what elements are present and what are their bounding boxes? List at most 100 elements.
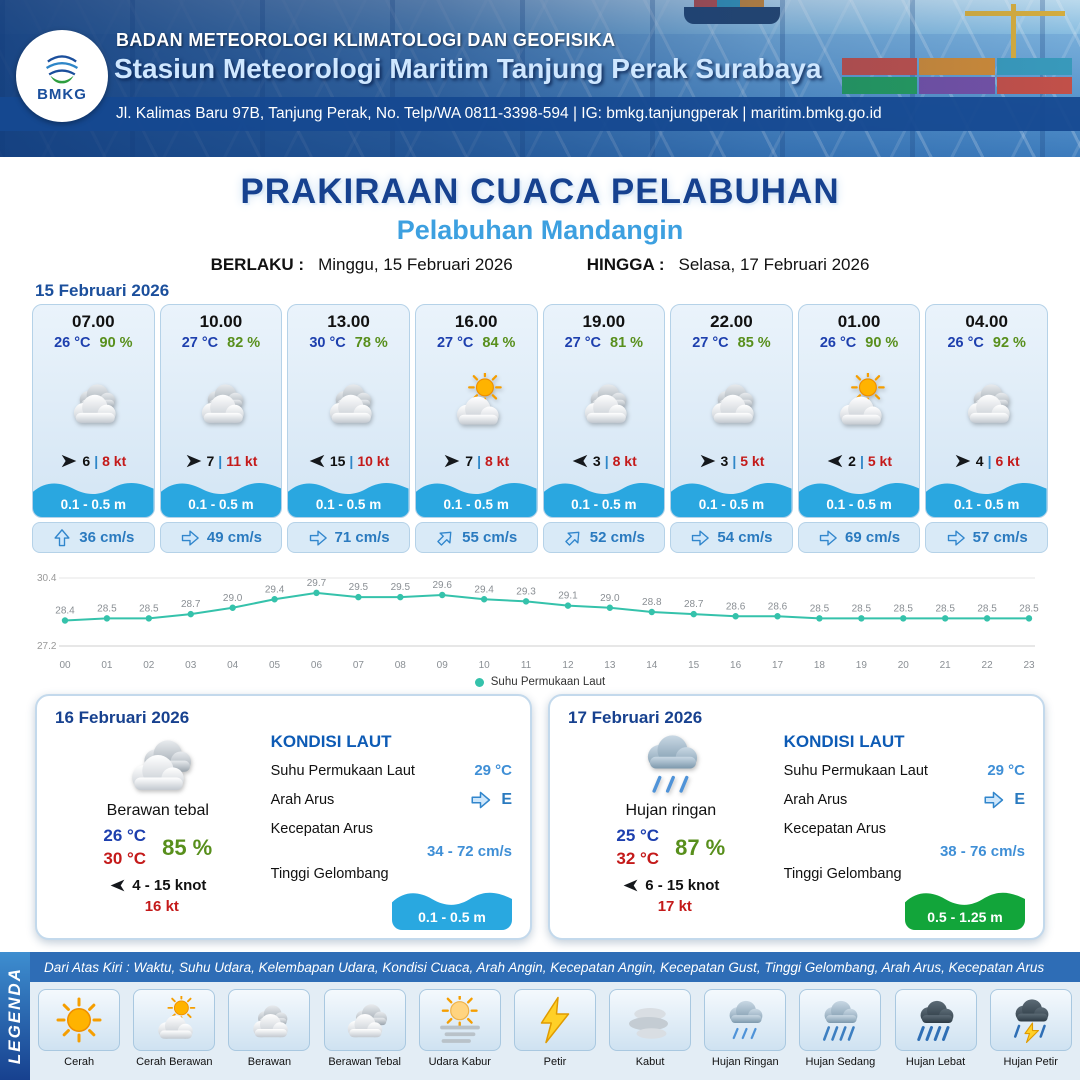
svg-text:11: 11 xyxy=(521,660,532,671)
svg-text:28.5: 28.5 xyxy=(97,603,117,614)
svg-text:29.4: 29.4 xyxy=(265,584,285,595)
sea-row-sst: Suhu Permukaan Laut 29 °C xyxy=(784,762,1025,779)
wind-range: 4 - 15 knot xyxy=(132,877,207,894)
hourly-temperature: 27 °C xyxy=(181,335,219,351)
current-speed: 55 cm/s xyxy=(462,529,518,546)
current-strip: 57 cm/s xyxy=(925,522,1048,553)
wind-speed: 2 xyxy=(848,453,856,469)
weather-icon xyxy=(671,351,792,452)
chart-legend-label: Suhu Permukaan Laut xyxy=(490,676,606,688)
wave-height: 0.1 - 0.5 m xyxy=(826,497,892,512)
wave-height-band: 0.1 - 0.5 m xyxy=(926,475,1047,517)
hourly-time: 01.00 xyxy=(837,312,881,331)
wind-gust-separator: | xyxy=(349,453,354,469)
svg-text:28.7: 28.7 xyxy=(181,599,201,610)
wind-direction-icon xyxy=(109,877,126,894)
daily-body: Berawan tebal 26 °C 30 °C 85 % 4 - 15 kn… xyxy=(55,728,512,936)
current-direction-value: E xyxy=(1014,791,1025,808)
daily-forecast-card: 17 Februari 2026 Hujan ringan 25 °C 32 °… xyxy=(548,694,1045,940)
moderate-rain-icon xyxy=(799,989,882,1051)
sea-surface-temperature-chart: 27.2 30.4 28.4 00 28.5 01 28.5 02 28.7 03 29.0 04 29… xyxy=(37,573,1039,671)
wave-height: 0.1 - 0.5 m xyxy=(315,497,382,512)
weather-condition: Hujan ringan xyxy=(625,802,717,819)
svg-text:29.1: 29.1 xyxy=(558,591,578,602)
hourly-wind-row: 3 | 5 kt xyxy=(699,452,764,470)
hourly-time: 22.00 xyxy=(710,312,753,331)
current-speed: 57 cm/s xyxy=(972,529,1028,546)
current-speed-label: Kecepatan Arus xyxy=(270,821,374,837)
hourly-card-main: 04.00 26 °C 92 % 4 | 6 kt 0.1 - 0.5 m xyxy=(925,304,1048,518)
hourly-wind-row: 3 | 8 kt xyxy=(571,452,637,470)
svg-text:06: 06 xyxy=(311,660,323,671)
wind-direction-icon xyxy=(699,452,717,470)
current-speed-value: 38 - 76 cm/s xyxy=(939,843,1025,860)
hingga-value: Selasa, 17 Februari 2026 xyxy=(678,255,870,274)
temp-minmax: 26 °C 30 °C xyxy=(103,826,146,869)
legend-item: Hujan Sedang xyxy=(794,989,886,1080)
wind-gust-separator: | xyxy=(477,453,481,469)
legend-ribbon: LEGENDA xyxy=(0,952,30,1080)
svg-text:28.4: 28.4 xyxy=(55,606,75,617)
current-strip: 52 cm/s xyxy=(542,522,666,553)
weather-icon xyxy=(544,351,665,452)
svg-text:00: 00 xyxy=(59,660,71,671)
weather-icon xyxy=(161,351,282,452)
daily-wind: 4 - 15 knot xyxy=(109,877,206,894)
temp-max: 30 °C xyxy=(103,849,147,868)
fog-icon xyxy=(609,989,692,1051)
hourly-temp-row: 27 °C 82 % xyxy=(182,335,261,351)
svg-text:12: 12 xyxy=(562,660,574,671)
temp-minmax: 25 °C 32 °C xyxy=(616,826,659,869)
weather-icon xyxy=(416,351,537,452)
hourly-card-main: 07.00 26 °C 90 % 6 | 8 kt 0.1 - 0.5 m xyxy=(32,304,155,518)
hingga-label: HINGGA : xyxy=(586,255,665,274)
hourly-card: 19.00 27 °C 81 % 3 | 8 kt 0.1 - 0.5 m 52… xyxy=(542,304,666,553)
hourly-time: 07.00 xyxy=(72,312,115,331)
hourly-temp-row: 27 °C 81 % xyxy=(565,335,644,351)
current-strip: 71 cm/s xyxy=(287,522,410,553)
wave-height: 0.1 - 0.5 m xyxy=(954,497,1020,512)
wind-speed: 6 xyxy=(82,453,91,469)
hourly-card: 04.00 26 °C 92 % 4 | 6 kt 0.1 - 0.5 m 57… xyxy=(925,304,1048,553)
temp-max: 32 °C xyxy=(616,849,660,868)
hourly-humidity: 82 % xyxy=(227,335,261,351)
svg-text:29.5: 29.5 xyxy=(349,582,369,593)
hourly-time: 13.00 xyxy=(327,312,370,331)
svg-text:28.5: 28.5 xyxy=(810,603,830,614)
light-rain-icon xyxy=(704,989,787,1051)
hourly-wind-row: 2 | 5 kt xyxy=(826,452,892,470)
cloud-icon xyxy=(228,989,311,1051)
weather-icon xyxy=(799,351,920,452)
svg-text:13: 13 xyxy=(604,660,616,671)
current-direction-icon xyxy=(980,789,1007,811)
svg-text:01: 01 xyxy=(101,660,113,671)
weather-icon xyxy=(618,728,724,800)
svg-text:28.5: 28.5 xyxy=(935,603,955,614)
hourly-temp-row: 26 °C 92 % xyxy=(947,335,1026,351)
gust-speed: 17 kt xyxy=(657,898,692,915)
hourly-temperature: 26 °C xyxy=(947,335,984,351)
forecast-date: 15 Februari 2026 xyxy=(35,281,170,300)
sun-cloud-icon xyxy=(133,989,216,1051)
hourly-humidity: 90 % xyxy=(99,335,133,351)
hourly-card: 07.00 26 °C 90 % 6 | 8 kt 0.1 - 0.5 m 36… xyxy=(32,304,155,553)
legend-item-label: Cerah xyxy=(64,1056,95,1068)
svg-text:29.7: 29.7 xyxy=(307,578,327,589)
sst-label: Suhu Permukaan Laut xyxy=(783,762,928,779)
sst-value: 29 °C xyxy=(474,762,512,779)
page-title: PRAKIRAAN CUACA PELABUHAN xyxy=(240,172,840,211)
legend-item: Udara Kabur xyxy=(414,989,506,1080)
hourly-humidity: 85 % xyxy=(737,335,771,351)
wave-height-label: Tinggi Gelombang xyxy=(783,866,902,882)
hourly-card: 13.00 30 °C 78 % 15 | 10 kt 0.1 - 0.5 m … xyxy=(287,304,410,553)
heavy-rain-icon xyxy=(894,989,977,1051)
sea-conditions-panel: KONDISI LAUT Suhu Permukaan Laut 29 °C A… xyxy=(774,728,1025,936)
current-speed: 49 cm/s xyxy=(206,529,262,546)
daily-weather-summary: Berawan tebal 26 °C 30 °C 85 % 4 - 15 kn… xyxy=(55,728,261,936)
svg-text:28.5: 28.5 xyxy=(1019,603,1039,614)
legend-item-label: Berawan xyxy=(247,1056,292,1068)
weather-icon xyxy=(33,351,154,452)
hourly-humidity: 84 % xyxy=(482,335,516,351)
header: Jl. Kalimas Baru 97B, Tanjung Perak, No.… xyxy=(0,0,1080,157)
wind-gust-separator: | xyxy=(732,453,737,469)
